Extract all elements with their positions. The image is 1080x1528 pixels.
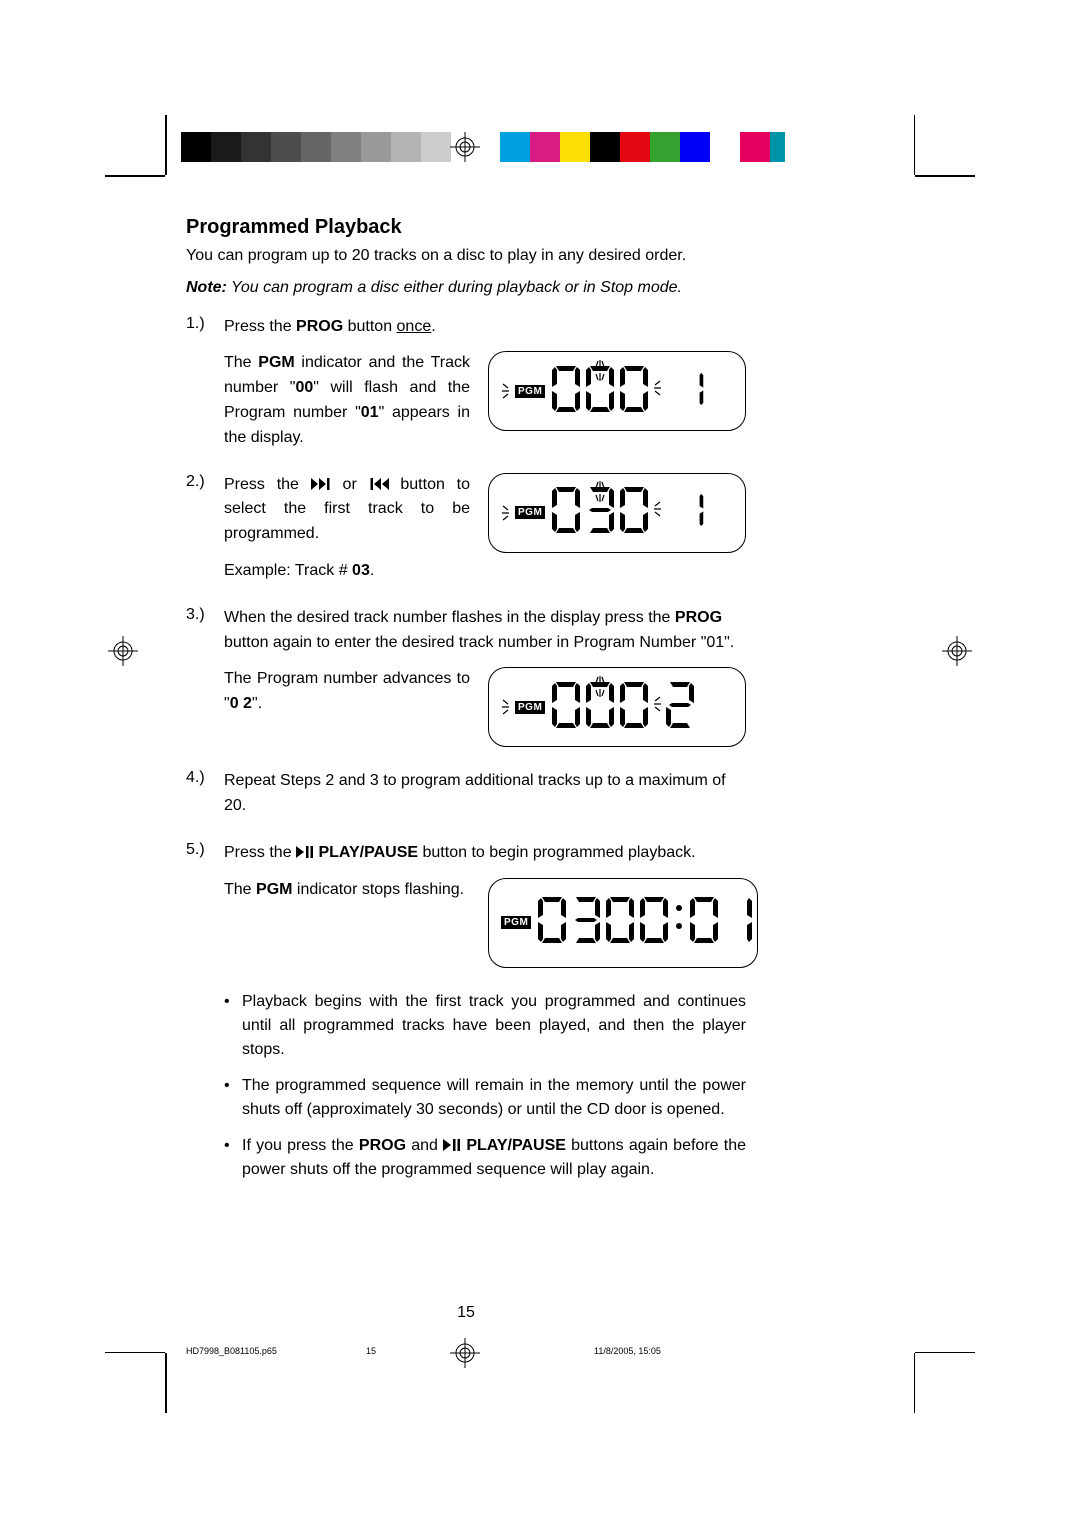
crop-mark (105, 175, 165, 177)
button-name: PROG (296, 318, 343, 335)
flash-left-icon (501, 366, 509, 416)
swatch (560, 132, 590, 162)
seven-segment-digits (537, 892, 753, 953)
crop-mark (914, 115, 916, 175)
bullet-list: Playback begins with the first track you… (186, 990, 746, 1182)
flash-left-icon (501, 682, 509, 732)
color-bar-grayscale (181, 132, 466, 162)
text-underline: once (397, 318, 432, 335)
footer-filename: HD7998_B081105.p65 (186, 1346, 366, 1356)
play-pause-icon (296, 844, 314, 861)
swatch (241, 132, 271, 162)
lcd-display-4: PGM (488, 878, 758, 968)
note-body: You can program a disc either during pla… (227, 279, 682, 296)
step-4: Repeat Steps 2 and 3 to program addition… (186, 769, 746, 819)
step-3-detail: The Program number advances to "0 2". (224, 667, 470, 717)
swatch (710, 132, 740, 162)
section-heading: Programmed Playback (186, 216, 746, 239)
lcd-display-1: PGM (488, 351, 746, 431)
swatch (530, 132, 560, 162)
text: Press the (224, 318, 296, 335)
swatch (421, 132, 451, 162)
text: button (343, 318, 396, 335)
step-2: Press the or button to select the first … (186, 473, 746, 584)
bullet-3: If you press the PROG and PLAY/PAUSE but… (224, 1134, 746, 1182)
swatch (331, 132, 361, 162)
crop-mark (105, 1352, 165, 1354)
prev-track-icon (369, 476, 389, 493)
bullet-1: Playback begins with the first track you… (224, 990, 746, 1062)
pgm-indicator: PGM (501, 916, 531, 929)
pgm-indicator: PGM (515, 701, 545, 714)
step-1: Press the PROG button once. The PGM indi… (186, 315, 746, 451)
crop-mark (915, 175, 975, 177)
step-5-detail: The PGM indicator stops flashing. (224, 878, 470, 903)
swatch (361, 132, 391, 162)
pgm-indicator: PGM (515, 385, 545, 398)
swatch (740, 132, 770, 162)
footer-page: 15 (366, 1346, 516, 1356)
swatch (620, 132, 650, 162)
seven-segment-digits (551, 484, 733, 541)
step-3-text: When the desired track number flashes in… (224, 606, 746, 656)
play-pause-icon (443, 1137, 461, 1154)
step-5-text: Press the PLAY/PAUSE button to begin pro… (224, 841, 746, 866)
swatch (181, 132, 211, 162)
intro-text: You can program up to 20 tracks on a dis… (186, 245, 746, 267)
footer-datetime: 11/8/2005, 15:05 (516, 1346, 746, 1356)
flash-left-icon (501, 488, 509, 538)
step-4-text: Repeat Steps 2 and 3 to program addition… (224, 769, 746, 819)
note-label: Note: (186, 279, 227, 296)
swatch (680, 132, 710, 162)
swatch (770, 132, 785, 162)
crop-mark (914, 1353, 916, 1413)
registration-mark-icon (942, 636, 972, 666)
step-1-detail: The PGM indicator and the Track number "… (224, 351, 470, 450)
registration-mark-icon (108, 636, 138, 666)
step-2-text: Press the or button to select the first … (224, 473, 470, 584)
seven-segment-digits (551, 679, 733, 736)
crop-mark (165, 115, 167, 175)
lcd-display-2: PGM (488, 473, 746, 553)
steps-list: Press the PROG button once. The PGM indi… (186, 315, 746, 968)
bullet-2: The programmed sequence will remain in t… (224, 1074, 746, 1122)
crop-mark (165, 1353, 167, 1413)
swatch (650, 132, 680, 162)
registration-mark-icon (450, 132, 480, 162)
next-track-icon (311, 476, 331, 493)
print-footer: HD7998_B081105.p65 15 11/8/2005, 15:05 (186, 1346, 746, 1356)
pgm-indicator: PGM (515, 506, 545, 519)
swatch (590, 132, 620, 162)
step-3: When the desired track number flashes in… (186, 606, 746, 748)
page-number: 15 (186, 1304, 746, 1322)
color-bar-process (500, 132, 785, 162)
text: . (431, 318, 435, 335)
seven-segment-digits (551, 363, 733, 420)
page-content: Programmed Playback You can program up t… (186, 216, 746, 1194)
step-5: Press the PLAY/PAUSE button to begin pro… (186, 841, 746, 968)
swatch (271, 132, 301, 162)
swatch (391, 132, 421, 162)
crop-mark (915, 1352, 975, 1354)
swatch (301, 132, 331, 162)
lcd-display-3: PGM (488, 667, 746, 747)
swatch (211, 132, 241, 162)
note-text: Note: You can program a disc either duri… (186, 279, 746, 297)
swatch (500, 132, 530, 162)
